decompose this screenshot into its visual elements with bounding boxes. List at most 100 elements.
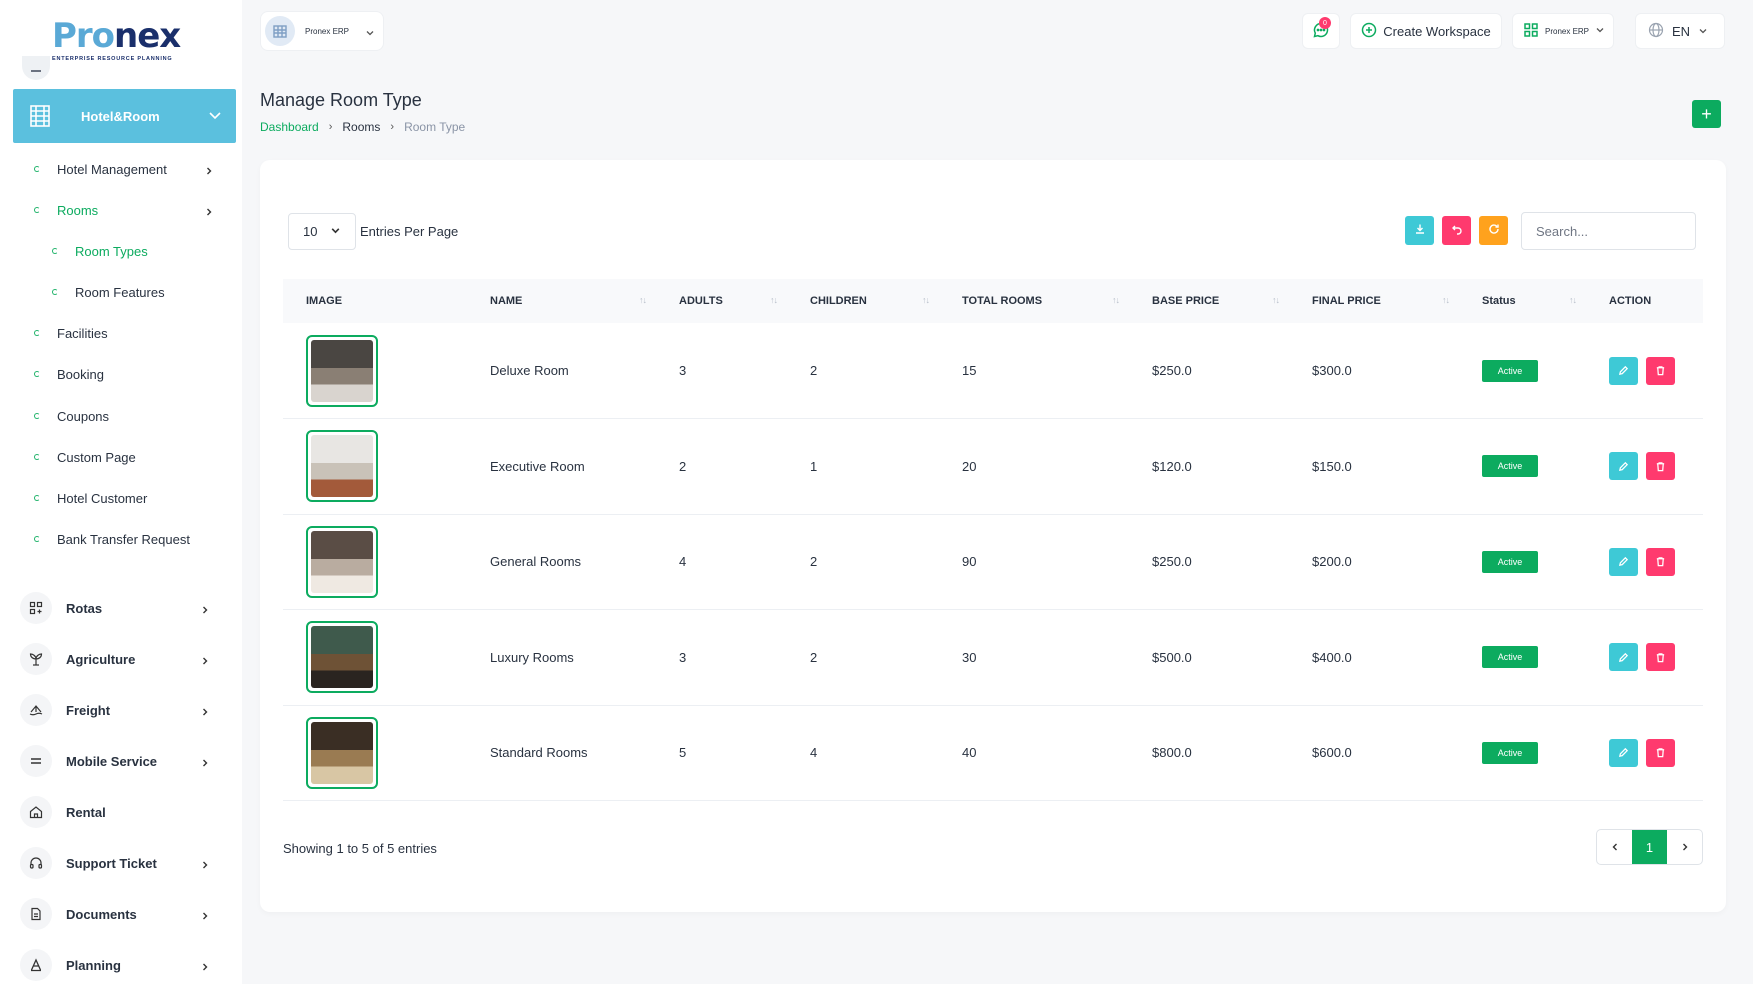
entries-per-page-select[interactable]: 10 xyxy=(288,213,356,250)
chevron-right-icon xyxy=(200,756,210,767)
edit-button[interactable] xyxy=(1609,643,1638,672)
room-thumbnail[interactable] xyxy=(306,621,378,694)
cell-name: Deluxe Room xyxy=(490,363,569,378)
collapsed-menu-icon[interactable] xyxy=(22,56,50,80)
column-name[interactable]: NAME ↑↓ xyxy=(467,279,656,323)
workspace-name: Pronex ERP xyxy=(305,26,350,36)
column-status[interactable]: Status ↑↓ xyxy=(1459,279,1586,323)
sidebar-item-rooms[interactable]: Rooms xyxy=(34,200,214,220)
column-image[interactable]: IMAGE xyxy=(283,279,467,323)
column-base-price[interactable]: BASE PRICE ↑↓ xyxy=(1129,279,1289,323)
edit-button[interactable] xyxy=(1609,547,1638,576)
sort-icon[interactable]: ↑↓ xyxy=(1112,295,1120,305)
sidebar-item-label: Rental xyxy=(66,804,106,820)
room-thumbnail[interactable] xyxy=(306,334,378,407)
column-label: NAME xyxy=(490,295,523,307)
column-final-price[interactable]: FINAL PRICE ↑↓ xyxy=(1289,279,1459,323)
room-thumbnail[interactable] xyxy=(306,525,378,598)
room-thumbnail[interactable] xyxy=(306,716,378,789)
pencil-icon xyxy=(1618,557,1629,567)
sidebar-item-coupons[interactable]: Coupons xyxy=(34,406,214,426)
search-input[interactable] xyxy=(1521,212,1696,250)
cell-total-rooms: 90 xyxy=(962,554,977,570)
trash-icon xyxy=(1656,652,1665,663)
globe-icon xyxy=(1648,22,1664,41)
sidebar-item-agriculture[interactable]: Agriculture xyxy=(20,643,210,675)
brand-logo[interactable]: Pronex ENTERPRISE RESOURCE PLANNING xyxy=(52,18,182,66)
chevron-down-icon xyxy=(1595,25,1605,37)
bullet-icon xyxy=(34,413,40,419)
column-label: BASE PRICE xyxy=(1152,295,1220,307)
sidebar-item-hotel-management[interactable]: Hotel Management xyxy=(34,159,214,179)
table-row: Deluxe Room 3 2 15 $250.0 $300.0 Active xyxy=(283,323,1703,419)
export-button[interactable] xyxy=(1405,216,1434,245)
sidebar-item-documents[interactable]: Documents xyxy=(20,898,210,930)
sidebar-item-label: Hotel Customer xyxy=(57,490,148,506)
delete-button[interactable] xyxy=(1646,452,1675,481)
bullet-icon xyxy=(34,495,40,501)
delete-button[interactable] xyxy=(1646,738,1675,767)
column-children[interactable]: CHILDREN ↑↓ xyxy=(787,279,939,323)
sidebar-item-bank-transfer-request[interactable]: Bank Transfer Request xyxy=(34,529,214,549)
chevron-right-icon xyxy=(200,960,210,971)
sort-icon[interactable]: ↑↓ xyxy=(639,295,647,305)
cell-total-rooms: 15 xyxy=(962,363,977,378)
create-workspace-button[interactable]: Create Workspace xyxy=(1350,13,1502,49)
cell-image xyxy=(283,610,467,706)
trash-icon xyxy=(1656,461,1665,472)
sidebar-item-hotel-customer[interactable]: Hotel Customer xyxy=(34,488,214,508)
delete-button[interactable] xyxy=(1646,356,1675,385)
cell-image xyxy=(283,419,467,515)
language-selector[interactable]: EN xyxy=(1635,13,1725,49)
sidebar-item-room-features[interactable]: Room Features xyxy=(52,282,212,302)
messages-button[interactable]: 0 xyxy=(1302,13,1340,49)
sidebar-item-facilities[interactable]: Facilities xyxy=(34,323,214,343)
cell-base-price: $250.0 xyxy=(1152,363,1192,378)
sidebar-group-hotel-room[interactable]: Hotel&Room xyxy=(13,89,236,143)
add-room-type-button[interactable]: + xyxy=(1692,100,1721,128)
sidebar-item-booking[interactable]: Booking xyxy=(34,364,214,384)
cell-adults: 5 xyxy=(679,745,687,761)
column-adults[interactable]: ADULTS ↑↓ xyxy=(656,279,787,323)
sidebar-item-mobile-service[interactable]: Mobile Service xyxy=(20,745,210,777)
sort-icon[interactable]: ↑↓ xyxy=(922,295,930,305)
language-label: EN xyxy=(1672,23,1691,39)
next-page-button[interactable] xyxy=(1667,830,1702,864)
sidebar-item-planning[interactable]: Planning xyxy=(20,949,210,981)
cell-status: Active xyxy=(1459,514,1586,610)
sidebar-item-rotas[interactable]: Rotas xyxy=(20,592,210,624)
edit-button[interactable] xyxy=(1609,356,1638,385)
chevron-right-icon: › xyxy=(328,121,333,133)
bullet-icon xyxy=(34,371,40,377)
sort-icon[interactable]: ↑↓ xyxy=(1442,295,1450,305)
delete-button[interactable] xyxy=(1646,643,1675,672)
edit-button[interactable] xyxy=(1609,738,1638,767)
sidebar-item-support-ticket[interactable]: Support Ticket xyxy=(20,847,210,879)
page-button-current[interactable]: 1 xyxy=(1632,830,1667,864)
table-row: Executive Room 2 1 20 $120.0 $150.0 Active xyxy=(283,419,1703,515)
sidebar-item-rental[interactable]: Rental xyxy=(20,796,210,828)
reset-button[interactable] xyxy=(1442,216,1471,245)
sidebar-item-freight[interactable]: Freight xyxy=(20,694,210,726)
sidebar-item-room-types[interactable]: Room Types xyxy=(52,241,212,261)
sidebar-item-custom-page[interactable]: Custom Page xyxy=(34,447,214,467)
chevron-down-icon xyxy=(208,109,222,123)
reload-button[interactable] xyxy=(1479,216,1508,245)
sidebar-item-label: Documents xyxy=(66,906,137,922)
sidebar-item-label: Room Features xyxy=(75,284,165,300)
edit-button[interactable] xyxy=(1609,452,1638,481)
cell-status: Active xyxy=(1459,610,1586,706)
column-total-rooms[interactable]: TOTAL ROOMS ↑↓ xyxy=(939,279,1129,323)
breadcrumb-rooms[interactable]: Rooms xyxy=(342,120,381,134)
sort-icon[interactable]: ↑↓ xyxy=(1569,295,1577,305)
sort-icon[interactable]: ↑↓ xyxy=(1272,295,1280,305)
sort-icon[interactable]: ↑↓ xyxy=(770,295,778,305)
prev-page-button[interactable] xyxy=(1597,830,1632,864)
breadcrumb-dashboard[interactable]: Dashboard xyxy=(260,120,319,134)
room-thumbnail[interactable] xyxy=(306,430,378,503)
sidebar-item-label: Mobile Service xyxy=(66,753,158,769)
logo-second: nex xyxy=(114,16,181,56)
workspace-switcher[interactable]: Pronex ERP xyxy=(260,11,384,51)
app-switcher-button[interactable]: Pronex ERP xyxy=(1512,13,1614,49)
delete-button[interactable] xyxy=(1646,547,1675,576)
